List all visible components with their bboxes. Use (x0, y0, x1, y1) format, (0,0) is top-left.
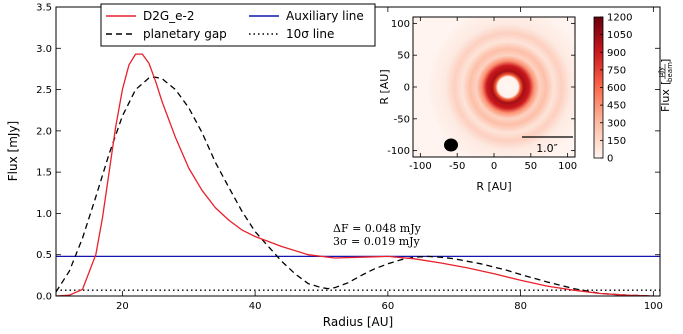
main-plot: 20 40 60 80 100 0.0 0.5 1.0 1.5 2.0 2.5 3.0 3.5 Rad… (6, 3, 663, 330)
scale-bar-label: 1.0″ (536, 142, 558, 155)
inset-y-tick-label: -50 (394, 114, 410, 125)
y-tick-label: 1.5 (36, 168, 52, 179)
x-tick-label: 80 (514, 301, 527, 312)
colorbar-tick-label: 1200 (607, 13, 632, 24)
colorbar-tick-label: 750 (607, 65, 626, 76)
colorbar-label-prefix: Flux (659, 89, 672, 112)
colorbar-tick-label: 150 (607, 136, 626, 147)
colorbar-label-numerator: μJy (657, 67, 665, 78)
inset-y-tick-label: 100 (391, 19, 410, 30)
colorbar-tick-label: 1050 (607, 30, 632, 41)
inset-y-ticks: -100 -50 0 50 100 (387, 19, 575, 157)
y-tick-label: 2.5 (36, 85, 52, 96)
x-ticks: 20 40 60 80 100 (116, 7, 663, 312)
inset-y-label: R [AU] (378, 69, 391, 104)
legend-label-gap: planetary gap (143, 27, 227, 41)
colorbar-tick-label: 600 (607, 83, 626, 94)
legend-frame (100, 3, 376, 47)
colorbar: 0 150 300 450 600 750 900 1050 1200 Flux [ μJy b… (593, 13, 674, 165)
colorbar-label-bracket-open: [ (659, 81, 672, 85)
y-tick-label: 3.0 (36, 44, 52, 55)
inset-x-label: R [AU] (476, 180, 511, 193)
colorbar-label-bracket-close: ] (659, 59, 672, 63)
inset-y-tick-label: 0 (404, 83, 410, 94)
x-tick-label: 100 (644, 301, 663, 312)
annotation-3sigma: 3σ = 0.019 mJy (333, 235, 421, 248)
colorbar-tick-label: 450 (607, 101, 626, 112)
inset-x-tick-label: 0 (491, 161, 497, 172)
x-axis-label: Radius [AU] (323, 315, 393, 329)
legend-label-d2g: D2G_e-2 (143, 9, 195, 23)
series-line-planetary-gap (56, 76, 654, 296)
colorbar-label: Flux [ μJy beam ] (657, 59, 674, 112)
y-ticks: 0.0 0.5 1.0 1.5 2.0 2.5 3.0 3.5 (36, 3, 660, 303)
inset-y-tick-label: 50 (397, 51, 410, 62)
inset-x-tick-label: -100 (409, 161, 432, 172)
colorbar-tick-label: 900 (607, 48, 626, 59)
colorbar-tick-label: 0 (607, 154, 613, 165)
inset-x-tick-label: 50 (524, 161, 537, 172)
annotation-delta-f: ΔF = 0.048 mJy (333, 222, 422, 235)
y-tick-label: 0.0 (36, 292, 52, 303)
series-line-d2g-e-2 (56, 53, 654, 296)
disk-ring (429, 17, 575, 157)
colorbar-tick-label: 300 (607, 118, 626, 129)
x-tick-label: 40 (249, 301, 262, 312)
y-tick-label: 2.0 (36, 126, 52, 137)
y-tick-label: 3.5 (36, 3, 52, 14)
inset-y-tick-label: -100 (387, 146, 410, 157)
inset-x-ticks: -100 -50 0 50 100 (409, 17, 577, 172)
legend: D2G_e-2 planetary gap Auxiliary line 10σ… (100, 3, 376, 47)
x-tick-label: 60 (382, 301, 395, 312)
x-tick-label: 20 (116, 301, 129, 312)
y-axis-label: Flux [mJy] (6, 121, 20, 181)
beam-ellipse (444, 138, 458, 152)
legend-label-sigma: 10σ line (286, 27, 334, 41)
y-tick-label: 0.5 (36, 250, 52, 261)
colorbar-label-denominator: beam (666, 62, 674, 82)
y-tick-label: 1.0 (36, 209, 52, 220)
legend-label-aux: Auxiliary line (286, 9, 364, 23)
inset-x-tick-label: -50 (449, 161, 465, 172)
colorbar-ticks: 0 150 300 450 600 750 900 1050 1200 (600, 13, 632, 165)
inset-x-tick-label: 100 (558, 161, 577, 172)
series-layer (56, 53, 660, 296)
